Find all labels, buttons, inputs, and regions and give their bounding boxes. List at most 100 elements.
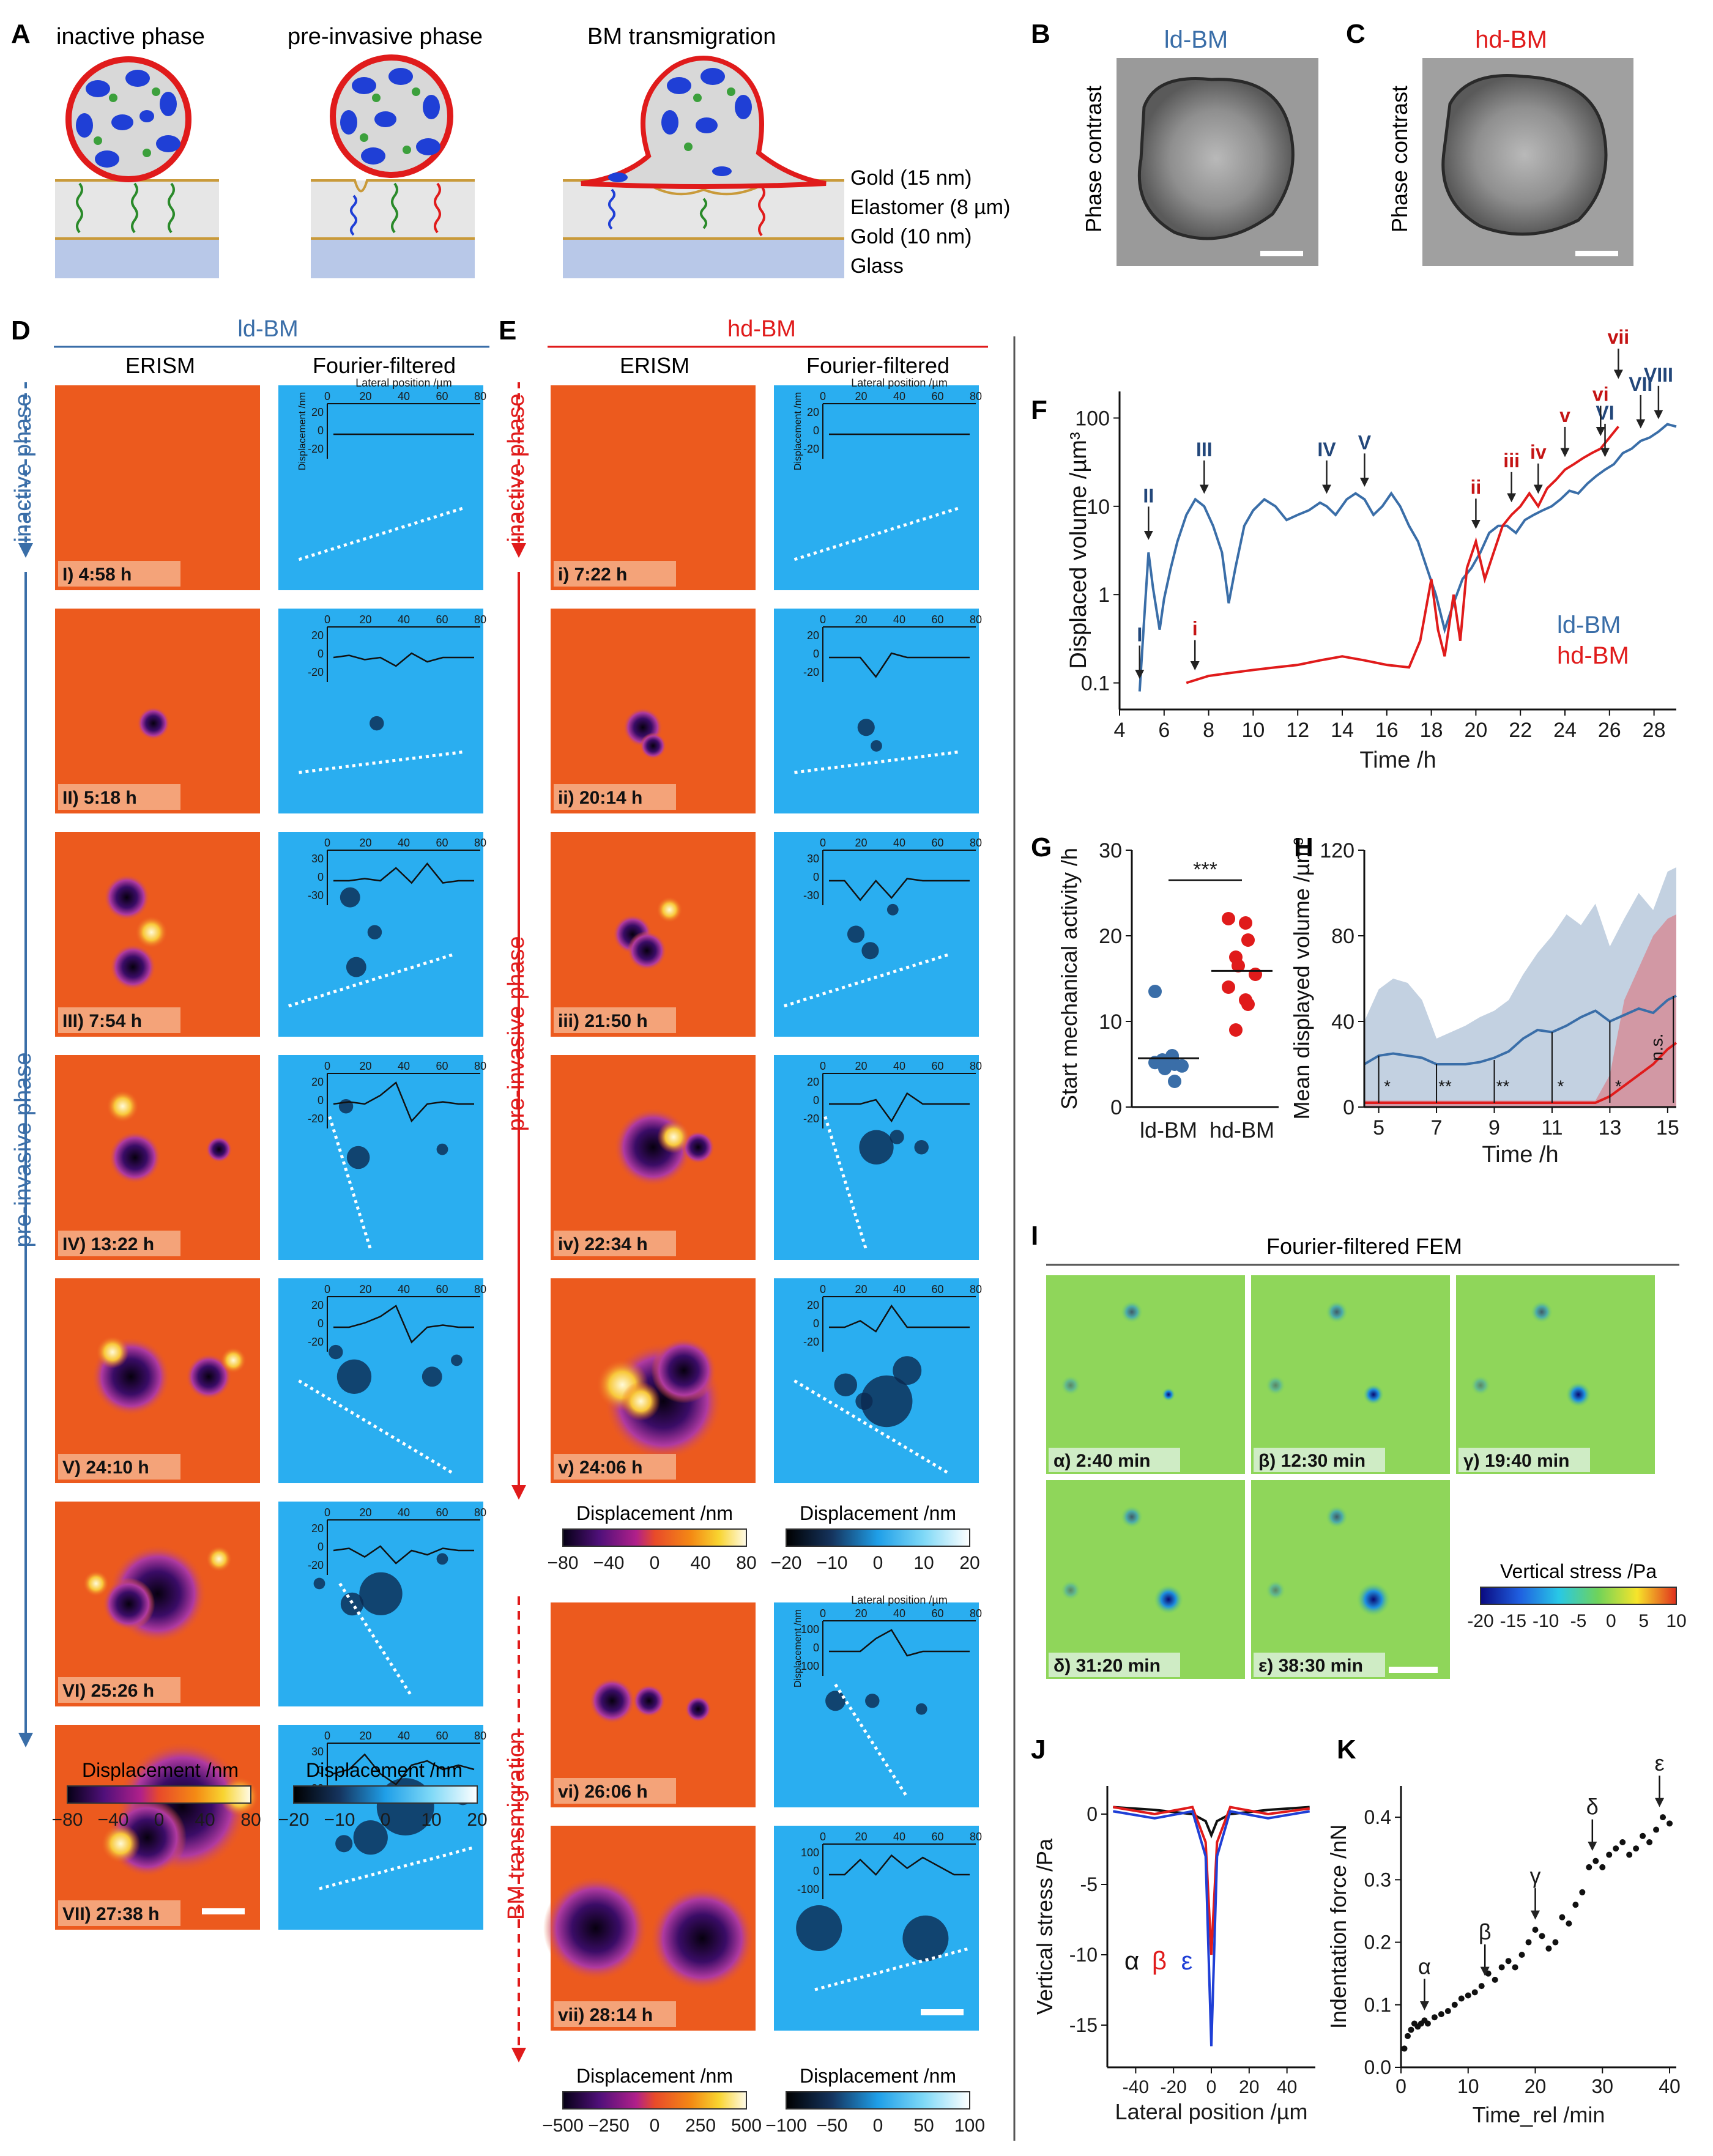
phase-title-transmigration: BM transmigration [587,24,776,50]
frame-label-bg [58,1454,180,1480]
fourier-spot [902,1915,949,1962]
profile-xtick: 60 [436,613,448,626]
profile-xtick: 20 [359,1060,371,1072]
profile-xtick: 80 [970,1607,982,1620]
data-point [1646,1839,1653,1845]
data-point [1532,1927,1539,1933]
profile-ytick: 0 [813,1642,819,1654]
x-axis-label: Time_rel /min [1473,2102,1605,2127]
frame-label-bg [58,784,180,810]
x-tick-label: ld-BM [1140,1117,1197,1143]
cbar-tick: −10 [817,1553,848,1573]
y-tick-label: 0.1 [1364,1994,1391,2016]
x-tick-label: -20 [1161,2077,1187,2097]
fourier-spot [370,716,384,731]
cbar-tick: −40 [593,1553,625,1573]
fourier-spot [359,1572,403,1615]
profile-ylabel: Displacement /nm [297,392,308,470]
diagram-preinvasive [311,54,475,278]
annotation-label: II [1143,484,1154,506]
profile-xtick: 0 [820,1607,826,1620]
panel-e: E hd-BM ERISM Fourier-filtered inactive … [499,316,988,2136]
scan-line [834,1683,909,1798]
profile-ytick: 30 [311,853,324,865]
y-tick-label: 0 [1110,1096,1122,1119]
profile-ytick: 0 [318,1764,324,1776]
fourier-spot [353,1820,388,1855]
data-point [1485,1970,1492,1977]
fourier-spot [340,887,360,908]
profile-xtick: 80 [970,1060,982,1072]
frame-time-label: iii) 21:50 h [558,1011,648,1031]
panel-i-title: Fourier-filtered FEM [1266,1234,1462,1259]
fourier-spot [834,1373,858,1396]
y-tick-label: 0.3 [1364,1869,1391,1891]
profile-xlabel: Lateral position /µm [851,377,947,389]
col-header-fourier: Fourier-filtered [313,353,456,378]
indentation-spot [185,1354,232,1400]
frame-time-label: vii) 28:14 h [558,2005,653,2025]
marker-label: γ [1530,1863,1541,1888]
cbar-title: Displacement /nm [306,1759,463,1781]
cbar-title: Displacement /nm [576,2065,733,2087]
frame-label-bg [554,1007,676,1033]
fem-spot [1121,1301,1143,1323]
cbar-title: Displacement /nm [82,1759,239,1781]
x-tick-label: 40 [1659,2075,1681,2097]
scale-bar [1575,251,1618,256]
fem-spot [1162,1388,1175,1401]
frame-time-label: γ) 19:40 min [1463,1451,1569,1471]
fem-image [1456,1275,1655,1474]
fem-image [1251,1480,1450,1679]
displacement-profile [829,1304,970,1333]
y-tick-label: 0 [1343,1096,1354,1119]
cbar-tick: -20 [1467,1611,1493,1631]
data-point [1539,1933,1545,1939]
frame-label-bg [554,561,676,587]
panel-letter-g: G [1031,832,1052,862]
fem-spot [1061,1580,1080,1600]
data-point [1404,2032,1411,2039]
y-tick-label: 0 [1087,1803,1098,1825]
fourier-spot [865,1694,880,1708]
profile-ytick: 0 [813,871,819,883]
cbar-tick: 40 [690,1553,710,1573]
frame-label-bg [58,1900,180,1926]
profile-ytick: 100 [801,1623,819,1636]
y-tick-label: 0.0 [1364,2056,1391,2078]
annotation-label: vi [1592,383,1609,406]
profile-xtick: 0 [820,390,826,402]
frame-time-label: V) 24:10 h [62,1458,149,1478]
displacement-profile [333,652,474,667]
data-point [1444,2008,1451,2014]
profile-ytick: -20 [308,443,324,455]
bulge-spot [96,1335,129,1369]
x-tick-label: 28 [1643,719,1666,742]
data-point [1424,2020,1431,2027]
data-point [1525,1939,1532,1946]
profile-xtick: 60 [931,1060,943,1072]
legend-ld: ld-BM [1557,612,1621,639]
bulge-spot [656,896,683,923]
data-point [1465,1992,1471,1999]
frame-time-label: v) 24:06 h [558,1458,642,1478]
panel-g: G 0 10 20 30 Start mechanical activity /h ld-… [1031,832,1279,1143]
fem-spot [1266,1376,1285,1395]
annotation-label: V [1358,431,1372,453]
profile-xtick: 60 [931,1283,943,1295]
profile-xtick: 80 [970,390,982,402]
y-tick-label: -5 [1080,1873,1098,1895]
annotation-label: I [1137,624,1142,646]
panel-d-title: ld-BM [237,316,298,342]
annotation-label: VIII [1644,364,1673,386]
fourier-spot [861,942,879,960]
cbar-tick: −40 [98,1810,129,1830]
panel-h: H 5 7 9 11 13 15 0 40 80 120 Time /h Mean displayed… [1289,832,1679,1168]
displacement-profile [829,1629,970,1657]
profile-ytick: 20 [311,1522,324,1535]
x-tick-label: 18 [1420,719,1443,742]
profile-xtick: 40 [398,837,410,849]
data-point [1249,968,1262,981]
erism-image [551,385,756,590]
x-tick-label: 7 [1431,1116,1443,1139]
